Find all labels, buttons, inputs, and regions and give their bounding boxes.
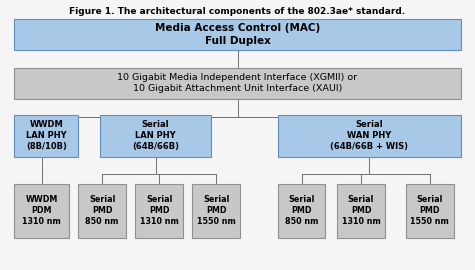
Text: Serial
PMD
850 nm: Serial PMD 850 nm [285, 195, 318, 226]
FancyBboxPatch shape [337, 184, 385, 238]
FancyBboxPatch shape [278, 115, 461, 157]
FancyBboxPatch shape [14, 115, 78, 157]
FancyBboxPatch shape [406, 184, 454, 238]
Text: 10 Gigabit Media Independent Interface (XGMII) or
10 Gigabit Attachment Unit Int: 10 Gigabit Media Independent Interface (… [117, 73, 358, 93]
Text: Serial
WAN PHY
(64B/66B + WIS): Serial WAN PHY (64B/66B + WIS) [330, 120, 408, 151]
Text: Serial
PMD
850 nm: Serial PMD 850 nm [86, 195, 119, 226]
Text: Serial
PMD
1550 nm: Serial PMD 1550 nm [410, 195, 449, 226]
Text: Serial
PMD
1310 nm: Serial PMD 1310 nm [342, 195, 380, 226]
Text: WWDM
PDM
1310 nm: WWDM PDM 1310 nm [22, 195, 61, 226]
FancyBboxPatch shape [14, 19, 461, 50]
FancyBboxPatch shape [278, 184, 325, 238]
FancyBboxPatch shape [135, 184, 183, 238]
Text: Figure 1. The architectural components of the 802.3ae* standard.: Figure 1. The architectural components o… [69, 7, 406, 16]
FancyBboxPatch shape [192, 184, 240, 238]
Text: WWDM
LAN PHY
(8B/10B): WWDM LAN PHY (8B/10B) [26, 120, 67, 151]
FancyBboxPatch shape [78, 184, 126, 238]
Text: Serial
LAN PHY
(64B/66B): Serial LAN PHY (64B/66B) [132, 120, 179, 151]
Text: Serial
PMD
1550 nm: Serial PMD 1550 nm [197, 195, 236, 226]
FancyBboxPatch shape [14, 184, 69, 238]
FancyBboxPatch shape [100, 115, 211, 157]
Text: Serial
PMD
1310 nm: Serial PMD 1310 nm [140, 195, 179, 226]
FancyBboxPatch shape [14, 68, 461, 99]
Text: Media Access Control (MAC)
Full Duplex: Media Access Control (MAC) Full Duplex [155, 23, 320, 46]
